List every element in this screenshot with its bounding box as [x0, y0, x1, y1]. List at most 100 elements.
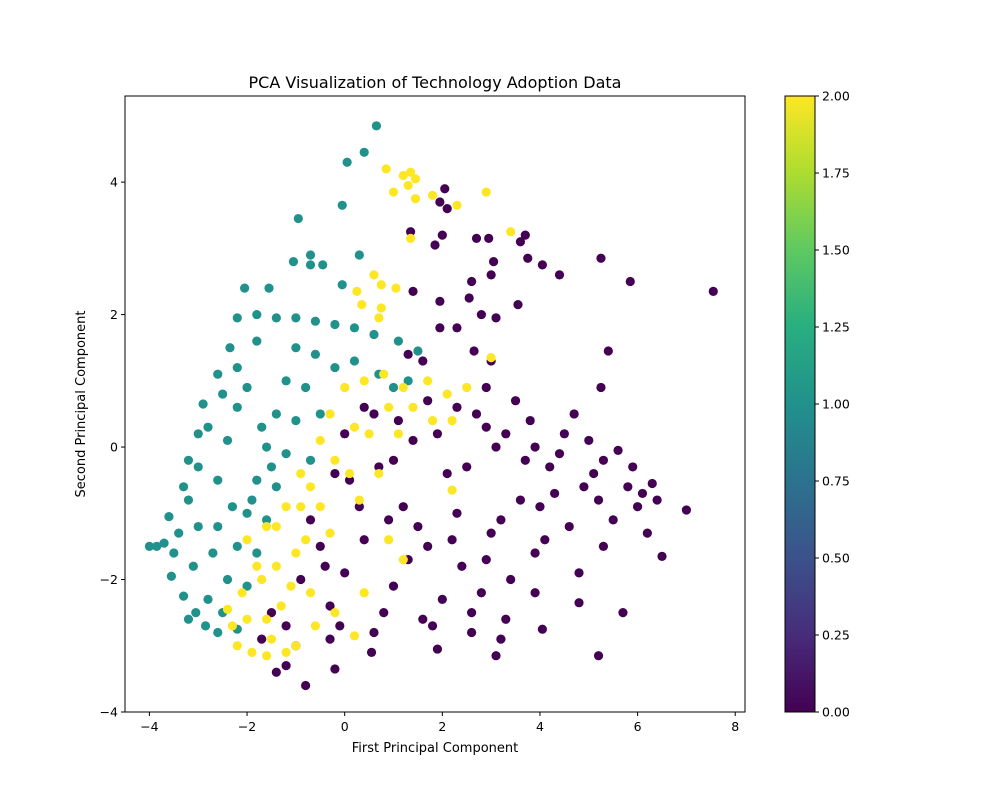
data-point: [515, 237, 526, 247]
x-tick-label: 6: [634, 719, 642, 734]
data-point: [391, 283, 401, 293]
data-point: [281, 661, 291, 671]
data-point: [264, 283, 274, 293]
data-point: [315, 502, 325, 512]
data-point: [432, 429, 443, 439]
data-point: [405, 227, 416, 237]
data-point: [208, 548, 218, 558]
data-point: [398, 502, 408, 512]
data-point: [435, 323, 445, 333]
data-point: [257, 574, 267, 585]
data-point: [393, 415, 403, 426]
data-point: [452, 323, 462, 333]
data-point: [227, 621, 237, 631]
data-point: [418, 356, 428, 366]
data-point: [598, 541, 609, 552]
data-point: [188, 561, 198, 571]
data-point: [242, 508, 252, 518]
data-point: [174, 528, 184, 538]
data-point: [349, 631, 360, 641]
data-point: [310, 349, 320, 359]
data-point: [405, 167, 416, 177]
data-point: [320, 561, 330, 571]
data-point: [462, 462, 472, 472]
data-point: [530, 548, 540, 558]
y-tick-label: 2: [110, 307, 118, 322]
y-tick-label: −4: [100, 705, 118, 720]
data-point: [457, 561, 467, 571]
data-point: [305, 482, 316, 492]
series-class-0: [257, 184, 718, 691]
data-point: [589, 468, 599, 479]
y-axis: −4 −2 0 2 4: [100, 175, 125, 720]
data-point: [325, 528, 335, 538]
data-point: [325, 409, 335, 419]
data-point: [481, 187, 491, 197]
data-point: [464, 293, 474, 303]
data-point: [213, 475, 223, 485]
data-point: [574, 568, 584, 578]
data-point: [178, 482, 189, 492]
colorbar-tick-label: 0.25: [822, 628, 850, 643]
x-tick-label: 0: [341, 719, 349, 734]
data-point: [471, 409, 482, 419]
data-point: [530, 442, 540, 452]
data-point: [437, 230, 447, 240]
data-point: [203, 594, 213, 605]
data-point: [447, 535, 457, 545]
data-point: [296, 574, 306, 585]
colorbar-tick-label: 0.75: [822, 474, 850, 489]
data-point: [481, 555, 491, 565]
data-point: [315, 409, 325, 419]
data-point: [325, 601, 335, 611]
data-point: [623, 482, 633, 492]
data-point: [337, 200, 347, 210]
data-point: [596, 253, 606, 263]
data-point: [291, 641, 301, 651]
data-point: [200, 621, 211, 631]
data-point: [540, 535, 550, 545]
data-point: [291, 548, 301, 558]
x-tick-label: 2: [438, 719, 446, 734]
data-point: [374, 313, 384, 323]
data-point: [240, 283, 250, 293]
data-point: [164, 511, 174, 522]
data-point: [183, 614, 194, 624]
y-tick-label: 0: [110, 440, 118, 455]
data-point: [486, 270, 496, 280]
colorbar-tick-label: 1.50: [822, 243, 850, 258]
data-point: [384, 515, 394, 525]
data-point: [193, 429, 203, 439]
data-point: [291, 313, 301, 323]
data-point: [491, 442, 501, 452]
colorbar-tick-label: 2.00: [822, 89, 850, 104]
data-point: [579, 482, 589, 492]
data-point: [447, 415, 457, 426]
data-point: [371, 121, 382, 131]
data-point: [166, 571, 176, 581]
data-point: [305, 260, 316, 270]
colorbar-tick-label: 0.00: [822, 705, 850, 720]
data-point: [593, 651, 604, 661]
data-point: [633, 502, 643, 512]
x-axis: −4 −2 0 2 4 6 8: [140, 712, 739, 734]
data-point: [681, 505, 692, 515]
data-point: [305, 455, 316, 465]
data-point: [247, 495, 257, 505]
data-point: [520, 455, 530, 465]
data-point: [344, 475, 355, 485]
data-point: [366, 647, 377, 657]
data-point: [437, 594, 447, 605]
data-point: [559, 429, 569, 439]
data-point: [242, 614, 252, 624]
data-point: [344, 468, 355, 479]
data-point: [261, 651, 272, 661]
colorbar-axis: 0.00 0.25 0.50 0.75 1.00 1.25 1.50 1.75 2.00: [815, 89, 850, 720]
data-point: [550, 488, 560, 499]
data-point: [225, 343, 235, 353]
data-point: [410, 174, 421, 184]
data-point: [293, 213, 303, 224]
data-point: [232, 541, 242, 552]
data-point: [376, 280, 386, 290]
data-point: [330, 455, 340, 465]
